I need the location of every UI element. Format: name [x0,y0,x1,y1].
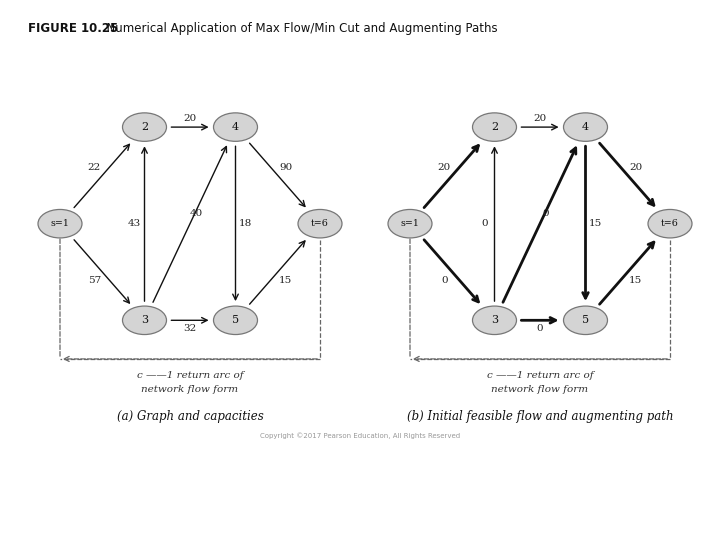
Text: 57: 57 [88,275,101,285]
Text: 2: 2 [491,122,498,132]
Text: 32: 32 [184,324,197,333]
Text: 18: 18 [239,219,252,228]
Text: t=6: t=6 [661,219,679,228]
Text: All Rights Reserved: All Rights Reserved [432,517,506,526]
Ellipse shape [648,210,692,238]
Text: PEARSON: PEARSON [634,502,709,516]
Text: 5: 5 [582,315,589,325]
Text: 15: 15 [279,275,292,285]
Ellipse shape [298,210,342,238]
Text: 0: 0 [481,219,488,228]
Text: c ——1 return arc of: c ——1 return arc of [137,371,243,380]
Ellipse shape [564,113,608,141]
Text: 0: 0 [441,275,448,285]
Ellipse shape [472,306,516,334]
Text: 3: 3 [491,315,498,325]
Text: 20: 20 [629,163,642,172]
Ellipse shape [472,113,516,141]
Text: c ——1 return arc of: c ——1 return arc of [487,371,593,380]
Text: (a) Graph and capacities: (a) Graph and capacities [117,410,264,423]
Text: 3: 3 [141,315,148,325]
Text: 20: 20 [184,114,197,124]
Text: 43: 43 [128,219,141,228]
Text: 40: 40 [189,209,202,218]
Ellipse shape [122,113,166,141]
Ellipse shape [38,210,82,238]
Text: 20: 20 [534,114,546,124]
Text: 5: 5 [232,315,239,325]
Text: t=6: t=6 [311,219,329,228]
Text: 22: 22 [88,163,101,172]
Ellipse shape [564,306,608,334]
Ellipse shape [122,306,166,334]
Text: Copyright ©2017 Pearson Education, All Rights Reserved: Copyright ©2017 Pearson Education, All R… [260,432,460,439]
Text: Optimization in Operations Research, 2e: Optimization in Operations Research, 2e [137,491,292,500]
Text: 4: 4 [232,122,239,132]
Text: FIGURE 10.25: FIGURE 10.25 [28,22,118,35]
Text: network flow form: network flow form [492,386,588,394]
Text: 15: 15 [589,219,602,228]
Text: s=1: s=1 [400,219,420,228]
Text: Numerical Application of Max Flow/Min Cut and Augmenting Paths: Numerical Application of Max Flow/Min Cu… [99,22,498,35]
Text: Ronald L. Rardin: Ronald L. Rardin [137,517,199,526]
Text: 0: 0 [543,209,549,218]
Text: 15: 15 [629,275,642,285]
Text: 20: 20 [438,163,451,172]
Text: ALWAYS LEARNING: ALWAYS LEARNING [13,501,108,510]
Text: Copyright © 2017, 1998 by Pearson Education, Inc.: Copyright © 2017, 1998 by Pearson Educat… [432,491,629,500]
Text: network flow form: network flow form [141,386,238,394]
Text: 2: 2 [141,122,148,132]
Ellipse shape [388,210,432,238]
Text: s=1: s=1 [50,219,69,228]
Ellipse shape [214,113,258,141]
Text: (b) Initial feasible flow and augmenting path: (b) Initial feasible flow and augmenting… [407,410,673,423]
Text: 0: 0 [536,324,544,333]
Text: 90: 90 [279,163,292,172]
Text: 4: 4 [582,122,589,132]
Ellipse shape [214,306,258,334]
